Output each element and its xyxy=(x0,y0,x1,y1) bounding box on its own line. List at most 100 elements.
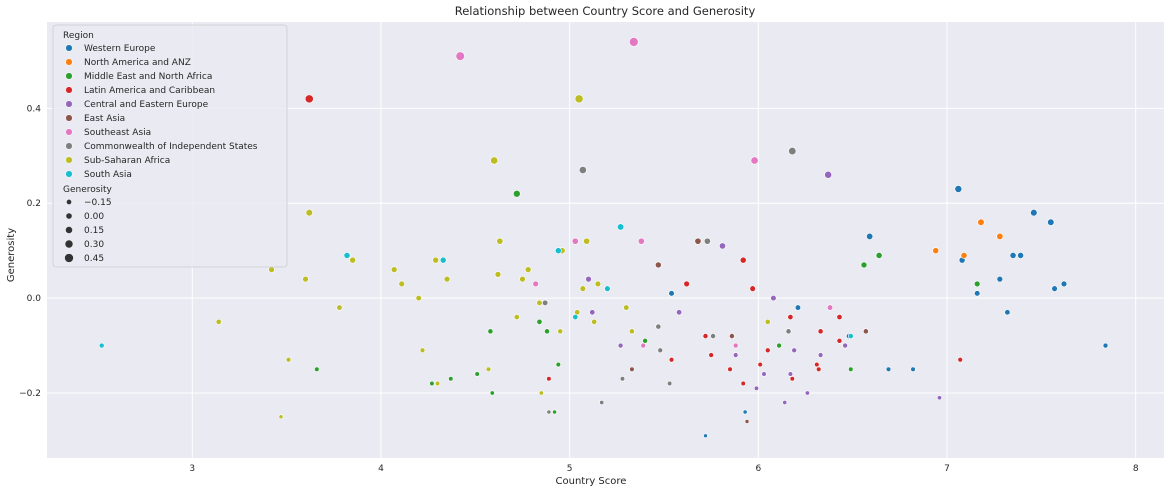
legend: Region Generosity Western Europe North Am… xyxy=(52,24,288,268)
data-point xyxy=(546,409,552,415)
data-point xyxy=(536,299,543,306)
legend-label: Middle East and North Africa xyxy=(84,72,212,82)
data-point xyxy=(753,385,759,391)
data-point xyxy=(455,51,465,61)
data-point xyxy=(787,314,794,321)
legend-label: Sub-Saharan Africa xyxy=(84,156,170,166)
data-point xyxy=(848,366,854,372)
legend-marker xyxy=(65,86,73,94)
data-point xyxy=(1102,342,1109,349)
data-point xyxy=(629,37,639,47)
data-point xyxy=(826,304,834,311)
data-point xyxy=(710,333,716,339)
data-point xyxy=(703,433,708,438)
legend-size-marker xyxy=(66,213,72,219)
legend-size-marker xyxy=(64,253,74,263)
legend-marker xyxy=(65,156,73,164)
data-point xyxy=(668,357,675,363)
legend-marker xyxy=(65,128,73,136)
data-point xyxy=(703,237,711,245)
data-point xyxy=(1030,209,1038,217)
y-tick-label: −0.2 xyxy=(19,389,41,399)
data-point xyxy=(676,309,683,316)
legend-size-label: 0.30 xyxy=(84,240,104,250)
legend-label: Commonwealth of Independent States xyxy=(84,142,258,152)
legend-size-marker xyxy=(65,240,73,248)
legend-title-region: Region xyxy=(63,31,94,41)
data-point xyxy=(415,295,422,302)
data-point xyxy=(842,342,848,349)
data-point xyxy=(578,166,587,174)
data-point xyxy=(629,366,635,372)
data-point xyxy=(960,252,968,259)
data-point xyxy=(655,261,662,269)
x-tick-label: 6 xyxy=(755,464,761,474)
legend-size-label: 0.00 xyxy=(84,212,104,222)
y-axis-label: Generosity xyxy=(6,228,17,282)
data-point xyxy=(544,328,550,335)
legend-label: Central and Eastern Europe xyxy=(84,100,209,110)
data-point xyxy=(557,328,564,335)
x-tick-label: 8 xyxy=(1133,464,1139,474)
data-point xyxy=(619,376,626,382)
data-point xyxy=(977,218,985,226)
data-point xyxy=(668,290,675,297)
data-point xyxy=(885,366,892,372)
data-point xyxy=(637,237,645,245)
data-point xyxy=(215,318,222,325)
data-point xyxy=(435,380,441,387)
data-point xyxy=(683,280,690,288)
data-point xyxy=(439,256,447,264)
data-point xyxy=(554,247,562,255)
data-point xyxy=(594,280,602,288)
data-point xyxy=(936,395,942,401)
y-tick-label: 0.2 xyxy=(27,199,41,209)
data-point xyxy=(996,232,1004,240)
data-point xyxy=(782,400,788,405)
legend-label: Southeast Asia xyxy=(84,128,151,138)
legend-size-marker xyxy=(66,199,72,205)
data-point xyxy=(732,342,739,349)
data-point xyxy=(1004,309,1011,316)
legend-marker xyxy=(65,114,73,122)
data-point xyxy=(640,342,647,349)
x-tick-label: 7 xyxy=(944,464,950,474)
data-point xyxy=(657,347,663,354)
data-point xyxy=(791,347,797,354)
data-point xyxy=(591,318,598,325)
data-point xyxy=(836,337,843,344)
data-point xyxy=(513,189,521,198)
data-point xyxy=(1051,285,1058,292)
data-point xyxy=(314,366,320,372)
data-point xyxy=(708,352,714,358)
legend-label: North America and ANZ xyxy=(84,58,191,68)
data-point xyxy=(817,352,824,358)
data-point xyxy=(694,237,702,245)
data-point xyxy=(390,266,398,273)
data-point xyxy=(776,342,782,349)
data-point xyxy=(732,352,739,358)
legend-label: East Asia xyxy=(84,114,125,124)
data-point xyxy=(804,390,810,396)
data-point xyxy=(494,271,502,278)
data-point xyxy=(996,275,1004,283)
data-point xyxy=(538,390,544,396)
data-point xyxy=(749,285,756,292)
data-point xyxy=(623,304,630,311)
legend-label: Western Europe xyxy=(84,44,156,54)
data-point xyxy=(910,366,916,372)
data-point xyxy=(343,252,351,259)
data-point xyxy=(268,266,275,273)
data-point xyxy=(490,156,499,165)
data-point xyxy=(536,318,543,325)
chart-title: Relationship between Country Score and G… xyxy=(455,4,756,18)
data-point xyxy=(485,366,492,372)
data-point xyxy=(957,357,963,363)
data-point xyxy=(572,314,579,321)
data-point xyxy=(305,209,313,217)
data-point xyxy=(847,333,854,339)
data-point xyxy=(487,328,494,335)
data-point xyxy=(974,280,981,288)
